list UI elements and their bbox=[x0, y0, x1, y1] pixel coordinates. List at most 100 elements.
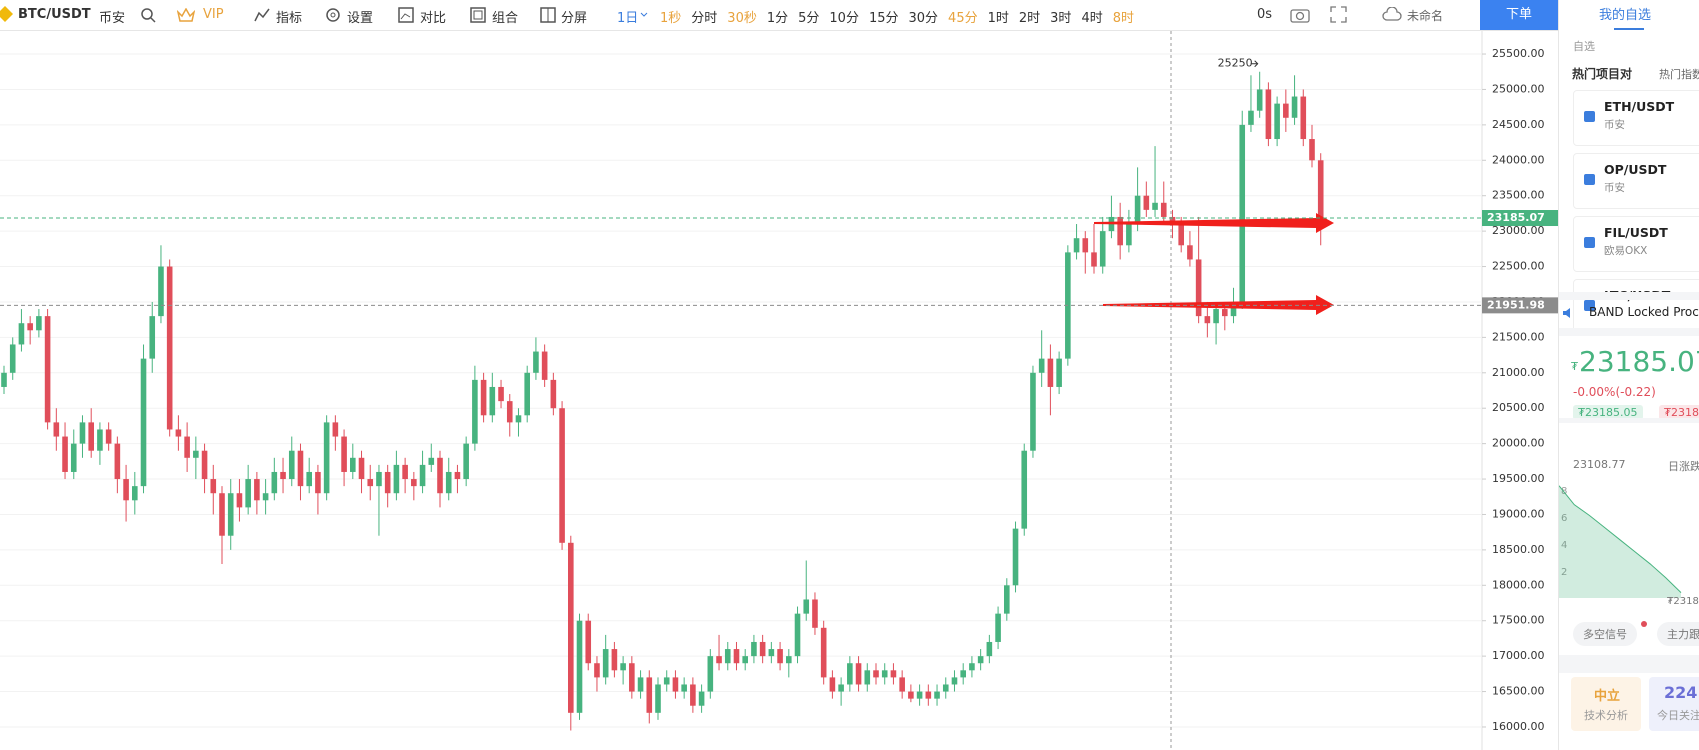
candle-body bbox=[262, 493, 269, 501]
y-tick-label: 20500.00 bbox=[1492, 401, 1545, 414]
candle-body bbox=[942, 684, 949, 692]
checkbox bbox=[1584, 111, 1595, 122]
candle-body bbox=[934, 691, 940, 699]
interval[interactable]: 8时 bbox=[1112, 11, 1134, 26]
interval[interactable]: 4时 bbox=[1081, 11, 1103, 26]
candle-body bbox=[245, 479, 251, 508]
candle-body bbox=[367, 479, 374, 487]
watch-card[interactable]: FIL/USDT 欧易OKX bbox=[1573, 216, 1699, 272]
last-price: 23185.07 bbox=[1579, 345, 1699, 378]
symbol[interactable]: BTC/USDT bbox=[18, 7, 91, 22]
bid: ₮23185.05 bbox=[1573, 405, 1643, 420]
tab[interactable]: 热门指数 bbox=[1659, 68, 1699, 81]
watch-exchange: 欧易OKX bbox=[1604, 245, 1648, 257]
candle-body bbox=[36, 316, 42, 331]
compare[interactable]: 对比 bbox=[420, 11, 447, 26]
mini-end-label: ₮23185 bbox=[1667, 596, 1699, 607]
candle-body bbox=[637, 677, 644, 692]
watch-symbol: FIL/USDT bbox=[1604, 225, 1668, 240]
candle-body bbox=[786, 656, 792, 664]
vip[interactable]: VIP bbox=[203, 7, 224, 22]
y-tick-label: 19500.00 bbox=[1492, 472, 1545, 485]
split[interactable]: 分屏 bbox=[561, 11, 588, 26]
followers-card[interactable] bbox=[1649, 677, 1699, 731]
candle-body bbox=[1021, 450, 1028, 529]
candle-body bbox=[184, 436, 190, 458]
candle-body bbox=[1309, 139, 1315, 161]
interval[interactable]: 1分 bbox=[766, 11, 789, 26]
camera-icon[interactable] bbox=[1290, 6, 1310, 23]
candle-body bbox=[1134, 195, 1141, 225]
interval[interactable]: 3时 bbox=[1050, 11, 1072, 26]
candle-body bbox=[1056, 358, 1062, 387]
candle-body bbox=[908, 691, 914, 699]
candle-body bbox=[280, 471, 286, 480]
candle-body bbox=[506, 401, 513, 423]
sentiment-card[interactable] bbox=[1571, 677, 1641, 731]
price-tag-label: 23185.07 bbox=[1487, 211, 1545, 224]
candle-body bbox=[698, 691, 705, 706]
interval[interactable]: 1秒 bbox=[660, 11, 682, 26]
candle-body bbox=[472, 379, 478, 444]
candle-body bbox=[1300, 96, 1307, 140]
indicators[interactable]: 指标 bbox=[276, 11, 303, 26]
combo[interactable]: 组合 bbox=[492, 11, 519, 26]
price-tag bbox=[1482, 297, 1558, 314]
y-tick-label: 18000.00 bbox=[1492, 578, 1545, 591]
candle-body bbox=[437, 457, 443, 494]
settings[interactable]: 设置 bbox=[347, 11, 374, 26]
candle-body bbox=[803, 599, 810, 614]
interval[interactable]: 45分 bbox=[948, 11, 978, 26]
candle-body bbox=[1222, 309, 1228, 317]
candle-body bbox=[1, 372, 7, 387]
candle-body bbox=[733, 649, 740, 664]
watchlist-tab[interactable]: 我的自选 bbox=[1599, 8, 1652, 23]
separator bbox=[1559, 655, 1699, 673]
order-button[interactable]: 下单 bbox=[1480, 0, 1558, 30]
candle-body bbox=[899, 677, 905, 692]
candle-body bbox=[132, 486, 138, 501]
candle-body bbox=[53, 422, 60, 437]
candle-body bbox=[768, 649, 775, 657]
candle-body bbox=[524, 372, 530, 416]
interval[interactable]: 10分 bbox=[829, 11, 859, 26]
candle-body bbox=[149, 316, 156, 359]
candle-body bbox=[1239, 124, 1246, 302]
separator bbox=[1559, 418, 1699, 423]
tab[interactable]: 热门项目对 bbox=[1572, 67, 1633, 81]
news[interactable]: BAND Locked Proc bbox=[1589, 305, 1699, 319]
interval[interactable]: 15分 bbox=[868, 11, 899, 26]
candle-body bbox=[1195, 259, 1202, 317]
interval[interactable]: 30秒 bbox=[727, 11, 757, 26]
settings-icon bbox=[326, 8, 340, 22]
candle-body bbox=[594, 663, 600, 678]
cloud-icon bbox=[1382, 7, 1402, 21]
y-tick-label: 24500.00 bbox=[1492, 118, 1545, 131]
watch-card[interactable]: ETH/USDT 币安 bbox=[1573, 90, 1699, 146]
candle-body bbox=[1274, 103, 1280, 140]
speaker-icon bbox=[1563, 308, 1570, 318]
interval[interactable]: 分时 bbox=[691, 11, 718, 26]
signal-pill[interactable]: 主力跟踪 bbox=[1657, 622, 1699, 646]
layout-name[interactable]: 未命名 bbox=[1407, 9, 1444, 23]
candle-body bbox=[655, 684, 661, 713]
interval[interactable]: 2时 bbox=[1018, 11, 1041, 26]
search-icon[interactable] bbox=[140, 7, 156, 23]
y-tick-label: 24000.00 bbox=[1492, 153, 1545, 166]
chart: 16000.00 16500.00 17000.00 17500.00 18000.00… bbox=[0, 31, 1558, 750]
interval[interactable]: 5分 bbox=[798, 11, 820, 26]
candle-body bbox=[873, 670, 879, 678]
y-tick-label: 23500.00 bbox=[1492, 189, 1545, 202]
interval[interactable]: 30分 bbox=[908, 11, 939, 26]
signal-pill[interactable]: 多空信号 bbox=[1573, 622, 1637, 646]
interval[interactable]: 1时 bbox=[987, 11, 1009, 26]
logo bbox=[0, 5, 14, 27]
candle-body bbox=[977, 656, 984, 664]
mini-area bbox=[1559, 485, 1681, 598]
period[interactable]: 1日 bbox=[617, 11, 639, 26]
watch-card[interactable]: OP/USDT 币安 bbox=[1573, 153, 1699, 209]
right-panel: 我的自选 自选 热门项目对 热门指数 ETH/USDT 币安 OP/USDT 币安 FI… bbox=[1558, 0, 1699, 750]
candle-body bbox=[1291, 96, 1298, 118]
fullscreen-icon[interactable] bbox=[1330, 6, 1347, 23]
candle-body bbox=[193, 450, 199, 458]
